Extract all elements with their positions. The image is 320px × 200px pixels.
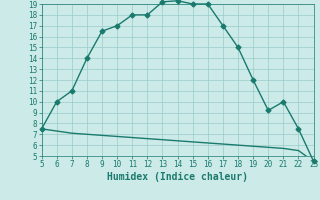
X-axis label: Humidex (Indice chaleur): Humidex (Indice chaleur) [107, 172, 248, 182]
